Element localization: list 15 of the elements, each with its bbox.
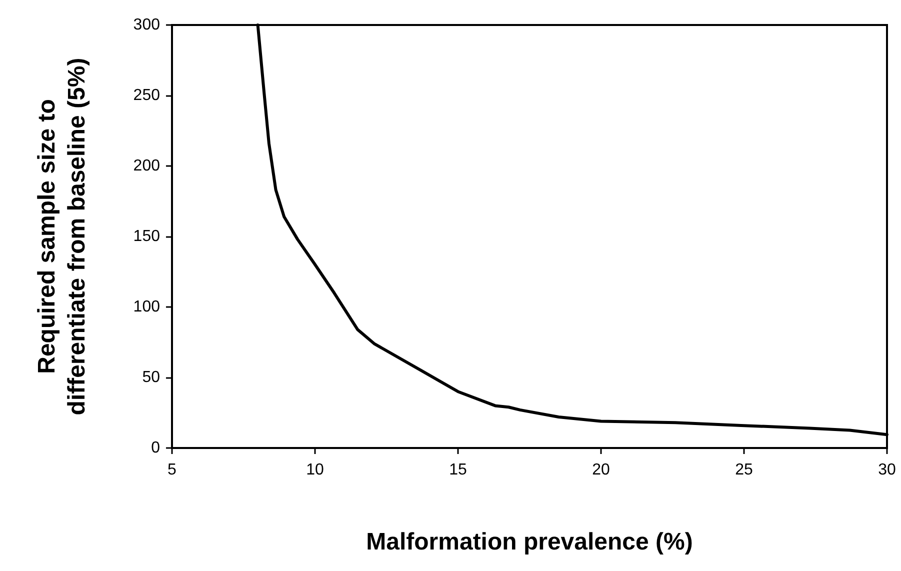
y-tick-label: 100 xyxy=(133,298,160,316)
x-tick-label: 25 xyxy=(735,462,753,478)
y-tick-label: 250 xyxy=(133,87,160,104)
y-tick-label: 0 xyxy=(151,440,160,456)
x-tick-label: 10 xyxy=(306,462,324,478)
x-tick-label: 5 xyxy=(168,462,177,478)
y-axis-title: Required sample size to differentiate from baseline (5%) xyxy=(34,58,90,416)
y-tick-label: 300 xyxy=(133,16,160,34)
x-tick-label: 15 xyxy=(449,462,467,478)
y-tick-label: 200 xyxy=(133,158,160,174)
y-tick-label: 50 xyxy=(142,369,160,386)
x-axis-title: Malformation prevalence (%) xyxy=(366,528,693,556)
y-tick-label: 150 xyxy=(133,228,160,245)
x-tick-label: 30 xyxy=(878,462,896,478)
x-tick-label: 20 xyxy=(592,462,610,478)
